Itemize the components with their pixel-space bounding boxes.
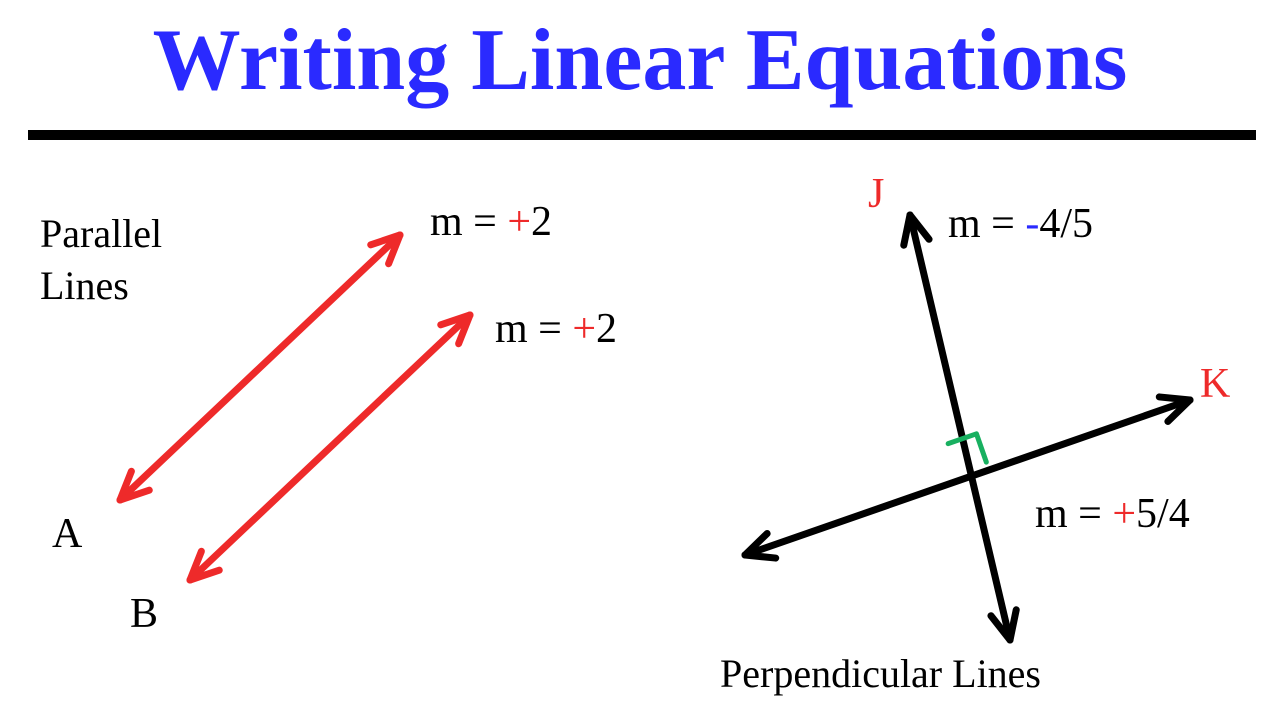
diagram-canvas [0,0,1280,720]
